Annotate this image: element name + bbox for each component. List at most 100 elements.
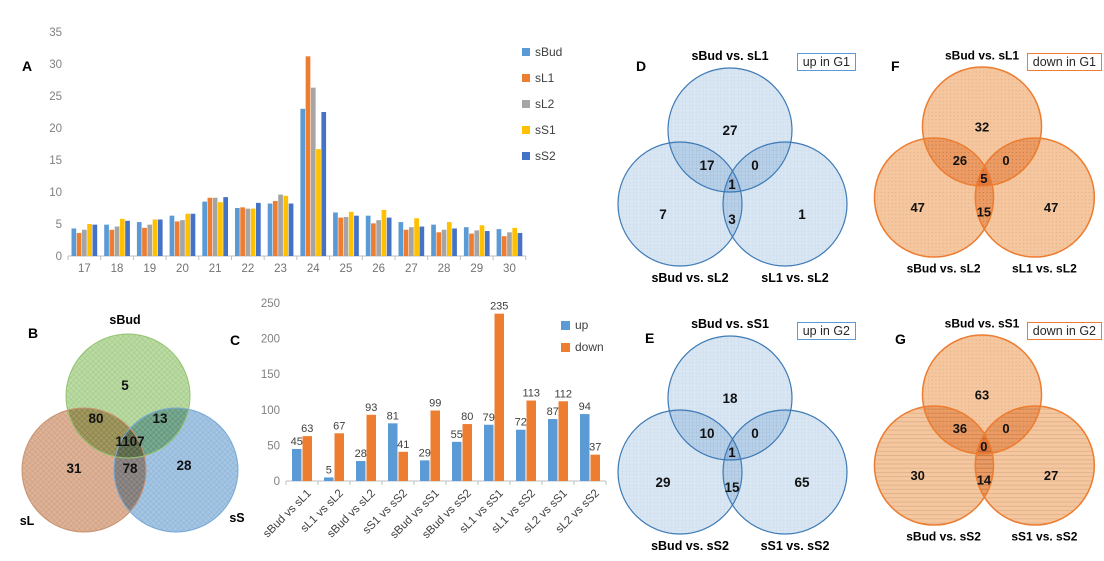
panel-b-venn: 5 80 13 1107 31 78 28 sBud sL sS bbox=[20, 313, 245, 533]
legend-label-sl1: sL1 bbox=[535, 71, 555, 85]
svg-text:1: 1 bbox=[728, 177, 736, 192]
svg-text:29: 29 bbox=[655, 475, 670, 490]
ss2-swatch-icon bbox=[522, 152, 530, 160]
panel-d-group-badge: up in G1 bbox=[796, 53, 856, 71]
svg-text:50: 50 bbox=[267, 440, 280, 452]
panel-e-venn: 18 10 01 29 15 65 sBud vs. sS1 sBud vs. sS2 sS1 … bbox=[617, 317, 848, 553]
svg-text:13: 13 bbox=[152, 411, 168, 426]
svg-text:31: 31 bbox=[66, 461, 82, 476]
legend-item-up: up bbox=[561, 319, 604, 332]
svg-text:99: 99 bbox=[429, 398, 441, 410]
svg-text:94: 94 bbox=[579, 401, 591, 413]
svg-text:15: 15 bbox=[49, 155, 62, 167]
svg-text:17: 17 bbox=[699, 158, 714, 173]
svg-text:32: 32 bbox=[975, 119, 989, 134]
legend-item-sl1: sL1 bbox=[522, 72, 562, 85]
svg-text:sBud vs. sL1: sBud vs. sL1 bbox=[945, 48, 1019, 62]
svg-text:41: 41 bbox=[397, 439, 409, 451]
svg-text:sBud vs. sL2: sBud vs. sL2 bbox=[907, 261, 981, 275]
svg-text:sBud vs. sS1: sBud vs. sS1 bbox=[691, 317, 769, 331]
svg-text:72: 72 bbox=[515, 417, 527, 429]
svg-text:10: 10 bbox=[699, 426, 714, 441]
sbud-swatch-icon bbox=[522, 48, 530, 56]
legend-label-ss1: sS1 bbox=[535, 123, 556, 137]
svg-text:0: 0 bbox=[1002, 421, 1009, 436]
panel-c-letter: C bbox=[230, 332, 241, 348]
panel-f-venn: 32 26 05 47 15 47 sBud vs. sL1 sBud vs. sL2 sL1 … bbox=[873, 48, 1096, 275]
svg-text:3: 3 bbox=[728, 212, 736, 227]
svg-text:24: 24 bbox=[307, 263, 320, 275]
svg-text:14: 14 bbox=[977, 473, 992, 488]
svg-text:29: 29 bbox=[419, 447, 431, 459]
svg-text:80: 80 bbox=[88, 411, 103, 426]
svg-text:0: 0 bbox=[274, 476, 280, 488]
svg-text:23: 23 bbox=[274, 263, 287, 275]
legend-item-ss2: sS2 bbox=[522, 150, 562, 163]
svg-text:sBud vs. sS2: sBud vs. sS2 bbox=[906, 529, 981, 543]
panel-a-bar-chart: 0 5 10 15 20 25 30 35 17 18 19 20 21 22 23 24 25 26 27 28 29… bbox=[49, 27, 527, 275]
svg-text:27: 27 bbox=[722, 123, 737, 138]
svg-text:200: 200 bbox=[261, 334, 280, 346]
svg-text:250: 250 bbox=[261, 298, 280, 310]
svg-text:18: 18 bbox=[722, 391, 738, 406]
svg-text:0: 0 bbox=[56, 251, 62, 263]
panel-d-letter: D bbox=[636, 58, 647, 74]
panel-b: B 5 80 13 1107 31 78 28 sBud sL sS bbox=[5, 300, 260, 561]
svg-text:1107: 1107 bbox=[115, 434, 144, 449]
legend-item-ss1: sS1 bbox=[522, 124, 562, 137]
svg-text:30: 30 bbox=[910, 468, 924, 483]
svg-text:17: 17 bbox=[78, 263, 91, 275]
svg-text:235: 235 bbox=[490, 301, 508, 313]
sl1-swatch-icon bbox=[522, 74, 530, 82]
svg-text:sBud vs. sS1: sBud vs. sS1 bbox=[945, 316, 1020, 330]
svg-text:29: 29 bbox=[470, 263, 483, 275]
svg-text:28: 28 bbox=[355, 448, 367, 460]
panel-a-letter: A bbox=[22, 58, 33, 74]
legend-item-down: down bbox=[561, 341, 604, 354]
svg-text:5: 5 bbox=[980, 171, 987, 186]
down-swatch-icon bbox=[561, 343, 570, 352]
svg-text:30: 30 bbox=[49, 59, 62, 71]
svg-text:7: 7 bbox=[659, 207, 667, 222]
svg-text:47: 47 bbox=[910, 200, 924, 215]
svg-text:80: 80 bbox=[461, 411, 473, 423]
svg-text:sS: sS bbox=[229, 511, 244, 525]
panel-g-venn: 63 36 00 30 14 27 sBud vs. sS1 sBud vs. sS2 sS1 … bbox=[873, 316, 1096, 543]
panel-a: A 0 5 10 15 20 25 30 35 17 18 19 20 21 22 23 24 25 26 27 28… bbox=[0, 0, 640, 295]
svg-text:27: 27 bbox=[405, 263, 418, 275]
legend-label-ss2: sS2 bbox=[535, 149, 556, 163]
svg-text:sL1 vs. sL2: sL1 vs. sL2 bbox=[1012, 261, 1077, 275]
svg-text:20: 20 bbox=[176, 263, 189, 275]
svg-text:22: 22 bbox=[241, 263, 254, 275]
svg-text:15: 15 bbox=[977, 205, 991, 220]
panel-b-letter: B bbox=[28, 325, 39, 341]
panel-g-letter: G bbox=[895, 331, 906, 347]
svg-text:sL: sL bbox=[20, 514, 35, 528]
panel-e: E up in G2 18 10 0 1 29 15 65 sBud vs. sS1 sBud … bbox=[600, 298, 858, 561]
svg-text:0: 0 bbox=[1002, 153, 1009, 168]
svg-text:sL1 vs. sL2: sL1 vs. sL2 bbox=[761, 271, 828, 285]
svg-text:sBud vs. sL1: sBud vs. sL1 bbox=[691, 49, 768, 63]
legend-label-sl2: sL2 bbox=[535, 97, 555, 111]
svg-text:19: 19 bbox=[143, 263, 156, 275]
svg-text:15: 15 bbox=[724, 480, 740, 495]
sl2-swatch-icon bbox=[522, 100, 530, 108]
svg-text:112: 112 bbox=[554, 388, 572, 400]
panel-f-letter: F bbox=[891, 58, 900, 74]
svg-text:35: 35 bbox=[49, 27, 62, 39]
svg-text:0: 0 bbox=[751, 426, 759, 441]
svg-text:sBud vs. sS2: sBud vs. sS2 bbox=[651, 539, 729, 553]
panel-g: G down in G2 63 36 0 0 30 14 27 sBud vs. sS1 sBu… bbox=[858, 298, 1104, 561]
svg-text:28: 28 bbox=[438, 263, 451, 275]
svg-text:63: 63 bbox=[301, 423, 313, 435]
svg-text:93: 93 bbox=[365, 402, 377, 414]
svg-text:47: 47 bbox=[1044, 200, 1058, 215]
svg-text:26: 26 bbox=[953, 153, 967, 168]
legend-item-sl2: sL2 bbox=[522, 98, 562, 111]
up-swatch-icon bbox=[561, 321, 570, 330]
legend-item-sbud: sBud bbox=[522, 46, 562, 59]
svg-text:sS1 vs. sS2: sS1 vs. sS2 bbox=[761, 539, 830, 553]
svg-text:45: 45 bbox=[291, 436, 303, 448]
